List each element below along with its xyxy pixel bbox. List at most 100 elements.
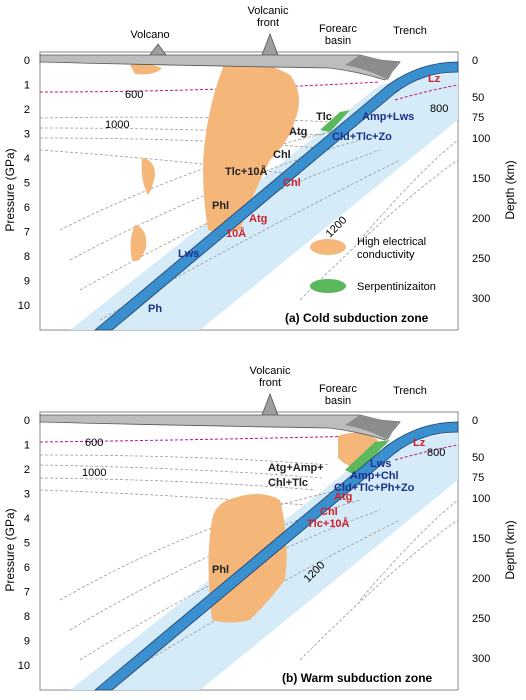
pressure-tick-label: 1 xyxy=(24,440,30,452)
legend-swatch-serpentinization xyxy=(310,279,346,293)
crust-b xyxy=(39,397,401,441)
mineral-chl-tlc-b: Chl+Tlc xyxy=(268,477,308,489)
pressure-tick-label: 7 xyxy=(24,587,30,599)
pressure-tick-label: 6 xyxy=(24,202,30,214)
depth-tick-label: 100 xyxy=(472,133,490,145)
isotherm-label-800-b: 800 xyxy=(427,447,445,459)
pressure-tick-label: 9 xyxy=(24,636,30,648)
serpentinization-b xyxy=(345,440,390,475)
label-forearc-basin-a: Forearc basin xyxy=(319,23,357,47)
label-volcano-a: Volcano xyxy=(130,29,169,41)
mineral-chl-red-b: Chl xyxy=(320,506,338,518)
axis-ticks: 0123456789100507510015020025030001234567… xyxy=(18,55,491,672)
isotherm-magenta-a2 xyxy=(394,84,459,101)
depth-tick-label: 0 xyxy=(472,55,478,67)
mineral-ph-a: Ph xyxy=(148,303,162,315)
pressure-tick-label: 10 xyxy=(18,300,30,312)
pressure-tick-label: 5 xyxy=(24,178,30,190)
legend-label-conductivity: High electrical conductivity xyxy=(357,236,426,261)
mineral-cld-tlc-zo-a: Cld+Tlc+Zo xyxy=(332,131,392,143)
conductivity-blob-a2 xyxy=(203,61,299,233)
pressure-tick-label: 0 xyxy=(24,415,30,427)
pressure-tick-label: 1 xyxy=(24,80,30,92)
depth-tick-label: 100 xyxy=(472,493,490,505)
mineral-cld-tlc-ph-zo-b: Cld+Tlc+Ph+Zo xyxy=(334,482,415,494)
mineral-lz-b: Lz xyxy=(413,437,426,449)
pressure-tick-label: 3 xyxy=(24,129,30,141)
depth-tick-label: 0 xyxy=(472,415,478,427)
slab-b xyxy=(93,421,459,691)
mineral-phl-b: Phl xyxy=(212,564,229,576)
volcanic-front-icon-b xyxy=(261,392,279,416)
mineral-lws-b: Lws xyxy=(370,458,391,470)
panel-b-frame xyxy=(39,411,459,691)
label-volcanic-front-b: Volcanic front xyxy=(250,365,291,389)
depth-tick-label: 300 xyxy=(472,293,490,305)
pressure-tick-label: 8 xyxy=(24,251,30,263)
pressure-tick-label: 4 xyxy=(24,513,30,525)
pressure-tick-label: 7 xyxy=(24,227,30,239)
isotherm-label-600-a: 600 xyxy=(125,89,143,101)
depth-tick-label: 250 xyxy=(472,613,490,625)
serpentinization-a xyxy=(320,110,350,132)
mineral-tlc10a-a: Tlc+10Å xyxy=(225,165,268,178)
forearc-wedge-b xyxy=(345,415,398,440)
legend-swatch-conductivity xyxy=(310,239,346,255)
pressure-tick-label: 0 xyxy=(24,55,30,67)
isotherm-magenta-b2 xyxy=(394,444,459,461)
mineral-lws-a: Lws xyxy=(178,248,199,260)
mineral-atg-red-a: Atg xyxy=(249,213,267,225)
mineral-atg-a: Atg xyxy=(289,126,307,138)
depth-tick-label: 75 xyxy=(472,112,484,124)
pressure-tick-label: 2 xyxy=(24,104,30,116)
mineral-phl-a: Phl xyxy=(212,200,229,212)
depth-axis-label-b: Depth (km) xyxy=(503,520,517,579)
pressure-tick-label: 9 xyxy=(24,276,30,288)
mineral-tlc10a-b: Tlc+10Å xyxy=(307,517,350,530)
depth-tick-label: 250 xyxy=(472,253,490,265)
mineral-10a-a: 10Å xyxy=(226,227,246,240)
mineral-atg-red-b: Atg xyxy=(334,491,352,503)
volcanic-front-icon-a xyxy=(261,32,279,56)
panel-a-frame xyxy=(39,51,459,331)
isotherm-label-800-a: 800 xyxy=(430,103,448,115)
mineral-lz-a: Lz xyxy=(428,73,441,85)
pressure-tick-label: 5 xyxy=(24,538,30,550)
caption-a: (a) Cold subduction zone xyxy=(285,311,429,325)
mineral-amp-chl-b: Amp+Chl xyxy=(350,470,399,482)
panel-b: Volcanic front Forearc basin Trench 600 10… xyxy=(39,365,459,691)
pressure-tick-label: 10 xyxy=(18,660,30,672)
depth-tick-label: 75 xyxy=(472,472,484,484)
isotherm-label-600-b: 600 xyxy=(85,437,103,449)
mineral-chl-a: Chl xyxy=(273,149,291,161)
mineral-tlc-a: Tlc xyxy=(316,111,332,123)
depth-tick-label: 50 xyxy=(472,452,484,464)
pressure-tick-label: 8 xyxy=(24,611,30,623)
pressure-tick-label: 4 xyxy=(24,153,30,165)
label-volcanic-front-a: Volcanic front xyxy=(248,5,289,29)
forearc-wedge-a xyxy=(345,55,398,80)
caption-b: (b) Warm subduction zone xyxy=(282,671,433,685)
depth-tick-label: 300 xyxy=(472,653,490,665)
depth-tick-label: 50 xyxy=(472,92,484,104)
depth-tick-label: 150 xyxy=(472,533,490,545)
volcano-icon-a xyxy=(149,43,167,56)
pressure-axis-label-a: Pressure (GPa) xyxy=(3,148,17,231)
mineral-atg-amp-b: Atg+Amp+ xyxy=(268,462,324,474)
label-trench-a: Trench xyxy=(393,25,427,37)
isotherm-magenta-a xyxy=(39,81,381,93)
pressure-axis-label-b: Pressure (GPa) xyxy=(3,508,17,591)
conductivity-blob-a1 xyxy=(130,64,162,75)
conductivity-blob-a4 xyxy=(130,225,147,262)
depth-tick-label: 150 xyxy=(472,173,490,185)
pressure-tick-label: 3 xyxy=(24,489,30,501)
pressure-tick-label: 2 xyxy=(24,464,30,476)
depth-tick-label: 200 xyxy=(472,573,490,585)
label-trench-b: Trench xyxy=(393,385,427,397)
crust-a xyxy=(39,37,401,81)
panel-a: Volcano Volcanic front Forearc basin Trenc… xyxy=(39,5,459,331)
depth-axis-label-a: Depth (km) xyxy=(503,160,517,219)
pressure-tick-label: 6 xyxy=(24,562,30,574)
isotherm-magenta-b xyxy=(39,435,361,443)
